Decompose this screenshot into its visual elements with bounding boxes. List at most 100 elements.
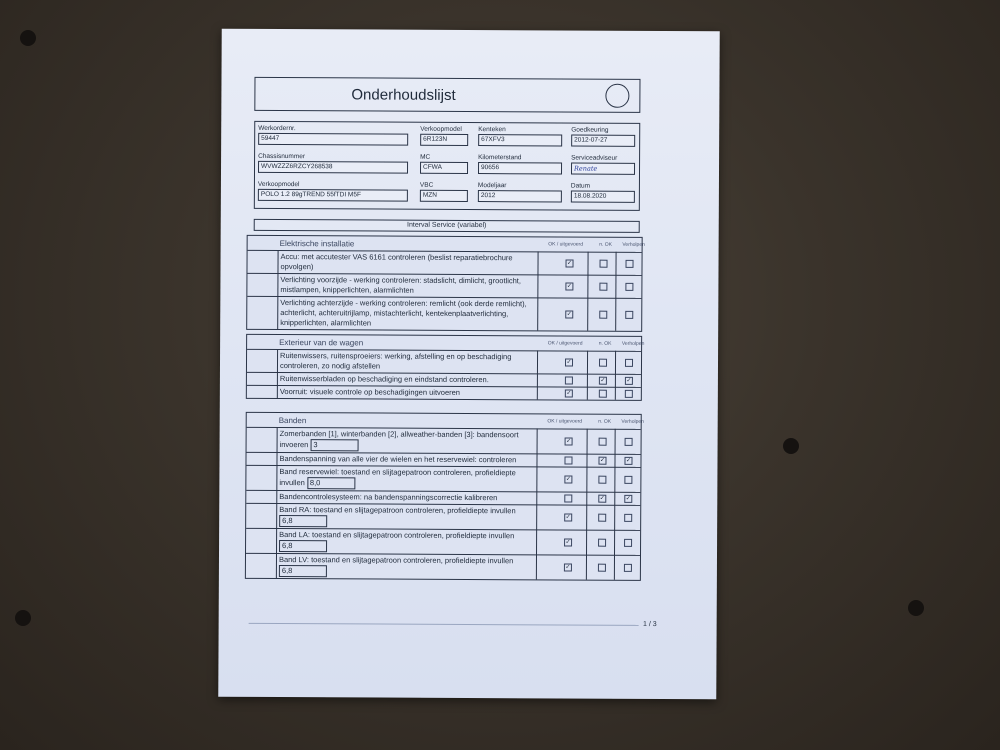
checked-checkbox[interactable]: ✓	[564, 513, 573, 522]
field-label: MC	[420, 153, 431, 161]
checklist-row: Zomerbanden [1], winterbanden [2], allwe…	[246, 427, 641, 455]
info-field: Werkordernr. 59447	[258, 125, 409, 146]
unchecked-checkbox[interactable]	[624, 389, 633, 398]
table-hole	[783, 438, 799, 454]
section-title: Elektrische installatie	[279, 239, 355, 249]
unchecked-checkbox[interactable]	[598, 437, 607, 446]
field-value: 2012-07-27	[571, 134, 636, 147]
unchecked-checkbox[interactable]	[624, 475, 633, 484]
unchecked-checkbox[interactable]	[625, 310, 634, 319]
field-label: Verkoopmodel	[420, 125, 462, 133]
value-input[interactable]: 8,0	[306, 477, 355, 490]
maintenance-sheet: Onderhoudslijst Werkordernr. 59447 Verkoop…	[218, 28, 720, 700]
checklist-row: Band LA: toestand en slijtagepatroon con…	[246, 528, 641, 556]
column-header: OK / uitgevoerd	[547, 418, 583, 425]
row-text: Verlichting achterzijde - werking contro…	[280, 298, 527, 328]
row-text: Ruitenwissers, ruitensproeiers: werking,…	[279, 351, 512, 371]
checklist-row: Verlichting achterzijde - werking contro…	[247, 296, 641, 331]
field-value: WVWZZZ6RZCY268538	[257, 160, 409, 174]
info-field: Goedkeuring 2012-07-27	[571, 126, 636, 147]
section-title: Banden	[278, 416, 307, 426]
page-number: 1 / 3	[642, 620, 657, 628]
info-field: Verkoopmodel POLO 1.2 89gTREND 55fTDI M5F	[257, 181, 408, 202]
unchecked-checkbox[interactable]	[598, 389, 607, 398]
field-label: Chassisnummer	[258, 152, 306, 161]
value-input[interactable]: 6,8	[279, 515, 328, 528]
checklist-row: Band reservewiel: toestand en slijtagepa…	[246, 465, 641, 493]
section-banden: Banden OK / uitgevoerd n. OK Verholpen Zomer…	[244, 411, 644, 581]
table-hole	[15, 610, 31, 626]
checklist-row: Accu: met accutester VAS 6161 controlere…	[247, 250, 642, 276]
checklist-row: Band LV: toestand en slijtagepatroon con…	[246, 553, 640, 580]
section-title: Exterieur van de wagen	[279, 338, 364, 348]
field-label: Goedkeuring	[571, 126, 609, 134]
interval-header: Interval Service (variabel)	[253, 218, 640, 233]
checked-checkbox[interactable]: ✓	[564, 358, 574, 367]
checked-checkbox[interactable]: ✓	[563, 563, 572, 572]
unchecked-checkbox[interactable]	[597, 563, 606, 572]
checked-checkbox[interactable]: ✓	[564, 389, 573, 398]
unchecked-checkbox[interactable]	[598, 513, 607, 522]
row-text: Band LA: toestand en slijtagepatroon con…	[279, 530, 515, 541]
unchecked-checkbox[interactable]	[599, 282, 608, 291]
unchecked-checkbox[interactable]	[625, 282, 634, 291]
unchecked-checkbox[interactable]	[564, 494, 573, 503]
unchecked-checkbox[interactable]	[623, 563, 632, 572]
checked-checkbox[interactable]: ✓	[598, 494, 607, 503]
row-text: Ruitenwisserbladen op beschadiging en ei…	[279, 374, 489, 385]
row-text: Bandenspanning van alle vier de wielen e…	[279, 454, 517, 465]
unchecked-checkbox[interactable]	[564, 456, 573, 465]
unchecked-checkbox[interactable]	[624, 513, 633, 522]
vw-logo-icon	[605, 83, 630, 108]
checklist-row: Verlichting voorzijde - werking controle…	[247, 273, 642, 299]
info-field: Verkoopmodel 6R123N	[420, 125, 469, 146]
table-hole	[20, 30, 36, 46]
unchecked-checkbox[interactable]	[599, 259, 608, 268]
field-value: MZN	[419, 189, 468, 202]
info-field: Chassisnummer WVWZZZ6RZCY268538	[257, 152, 409, 174]
row-text: Verlichting voorzijde - werking controle…	[280, 275, 521, 295]
unchecked-checkbox[interactable]	[624, 538, 633, 547]
section-elektrische-installatie: Elektrische installatie OK / uitgevoerd n.…	[246, 234, 645, 332]
unchecked-checkbox[interactable]	[625, 259, 634, 268]
column-header: Verholpen	[622, 241, 645, 248]
unchecked-checkbox[interactable]	[624, 358, 634, 367]
field-value: 6R123N	[420, 133, 469, 146]
checked-checkbox[interactable]: ✓	[598, 376, 607, 385]
unchecked-checkbox[interactable]	[598, 358, 608, 367]
row-text: Band LV: toestand en slijtagepatroon con…	[278, 555, 514, 566]
section-exterieur-van-de-wagen: Exterieur van de wagen OK / uitgevoerd n. …	[245, 333, 644, 401]
field-label: Datum	[570, 182, 591, 190]
value-input[interactable]: 6,8	[279, 540, 328, 553]
checked-checkbox[interactable]: ✓	[565, 282, 574, 291]
checklist-row: Voorruit: visuele controle op beschadigi…	[247, 385, 641, 400]
checked-checkbox[interactable]: ✓	[564, 437, 573, 446]
field-value: 2012	[477, 190, 562, 203]
field-value: 59447	[258, 132, 409, 146]
row-text: Accu: met accutester VAS 6161 controlere…	[280, 252, 513, 272]
field-label: Serviceadviseur	[571, 154, 618, 162]
checked-checkbox[interactable]: ✓	[565, 310, 574, 319]
checked-checkbox[interactable]: ✓	[564, 475, 573, 484]
checked-checkbox[interactable]: ✓	[564, 538, 573, 547]
checked-checkbox[interactable]: ✓	[624, 494, 633, 503]
info-field: Serviceadviseur Renate	[570, 154, 636, 175]
field-value: 18.08.2020	[570, 190, 635, 203]
checked-checkbox[interactable]: ✓	[624, 456, 633, 465]
vehicle-info: Werkordernr. 59447 Verkoopmodel 6R123N Kente…	[253, 120, 641, 211]
checked-checkbox[interactable]: ✓	[598, 456, 607, 465]
checked-checkbox[interactable]: ✓	[565, 259, 574, 268]
unchecked-checkbox[interactable]	[599, 310, 608, 319]
info-field: Kilometerstand 90656	[477, 154, 563, 175]
unchecked-checkbox[interactable]	[598, 538, 607, 547]
info-field: Datum 18.08.2020	[570, 182, 635, 203]
checked-checkbox[interactable]: ✓	[624, 376, 633, 385]
value-input[interactable]: 3	[310, 439, 359, 452]
column-header: OK / uitgevoerd	[547, 340, 583, 347]
unchecked-checkbox[interactable]	[564, 376, 573, 385]
value-input[interactable]: 6,8	[278, 565, 327, 578]
row-text: Voorruit: visuele controle op beschadigi…	[279, 387, 460, 397]
field-label: Kenteken	[478, 126, 506, 134]
unchecked-checkbox[interactable]	[598, 475, 607, 484]
unchecked-checkbox[interactable]	[624, 437, 633, 446]
